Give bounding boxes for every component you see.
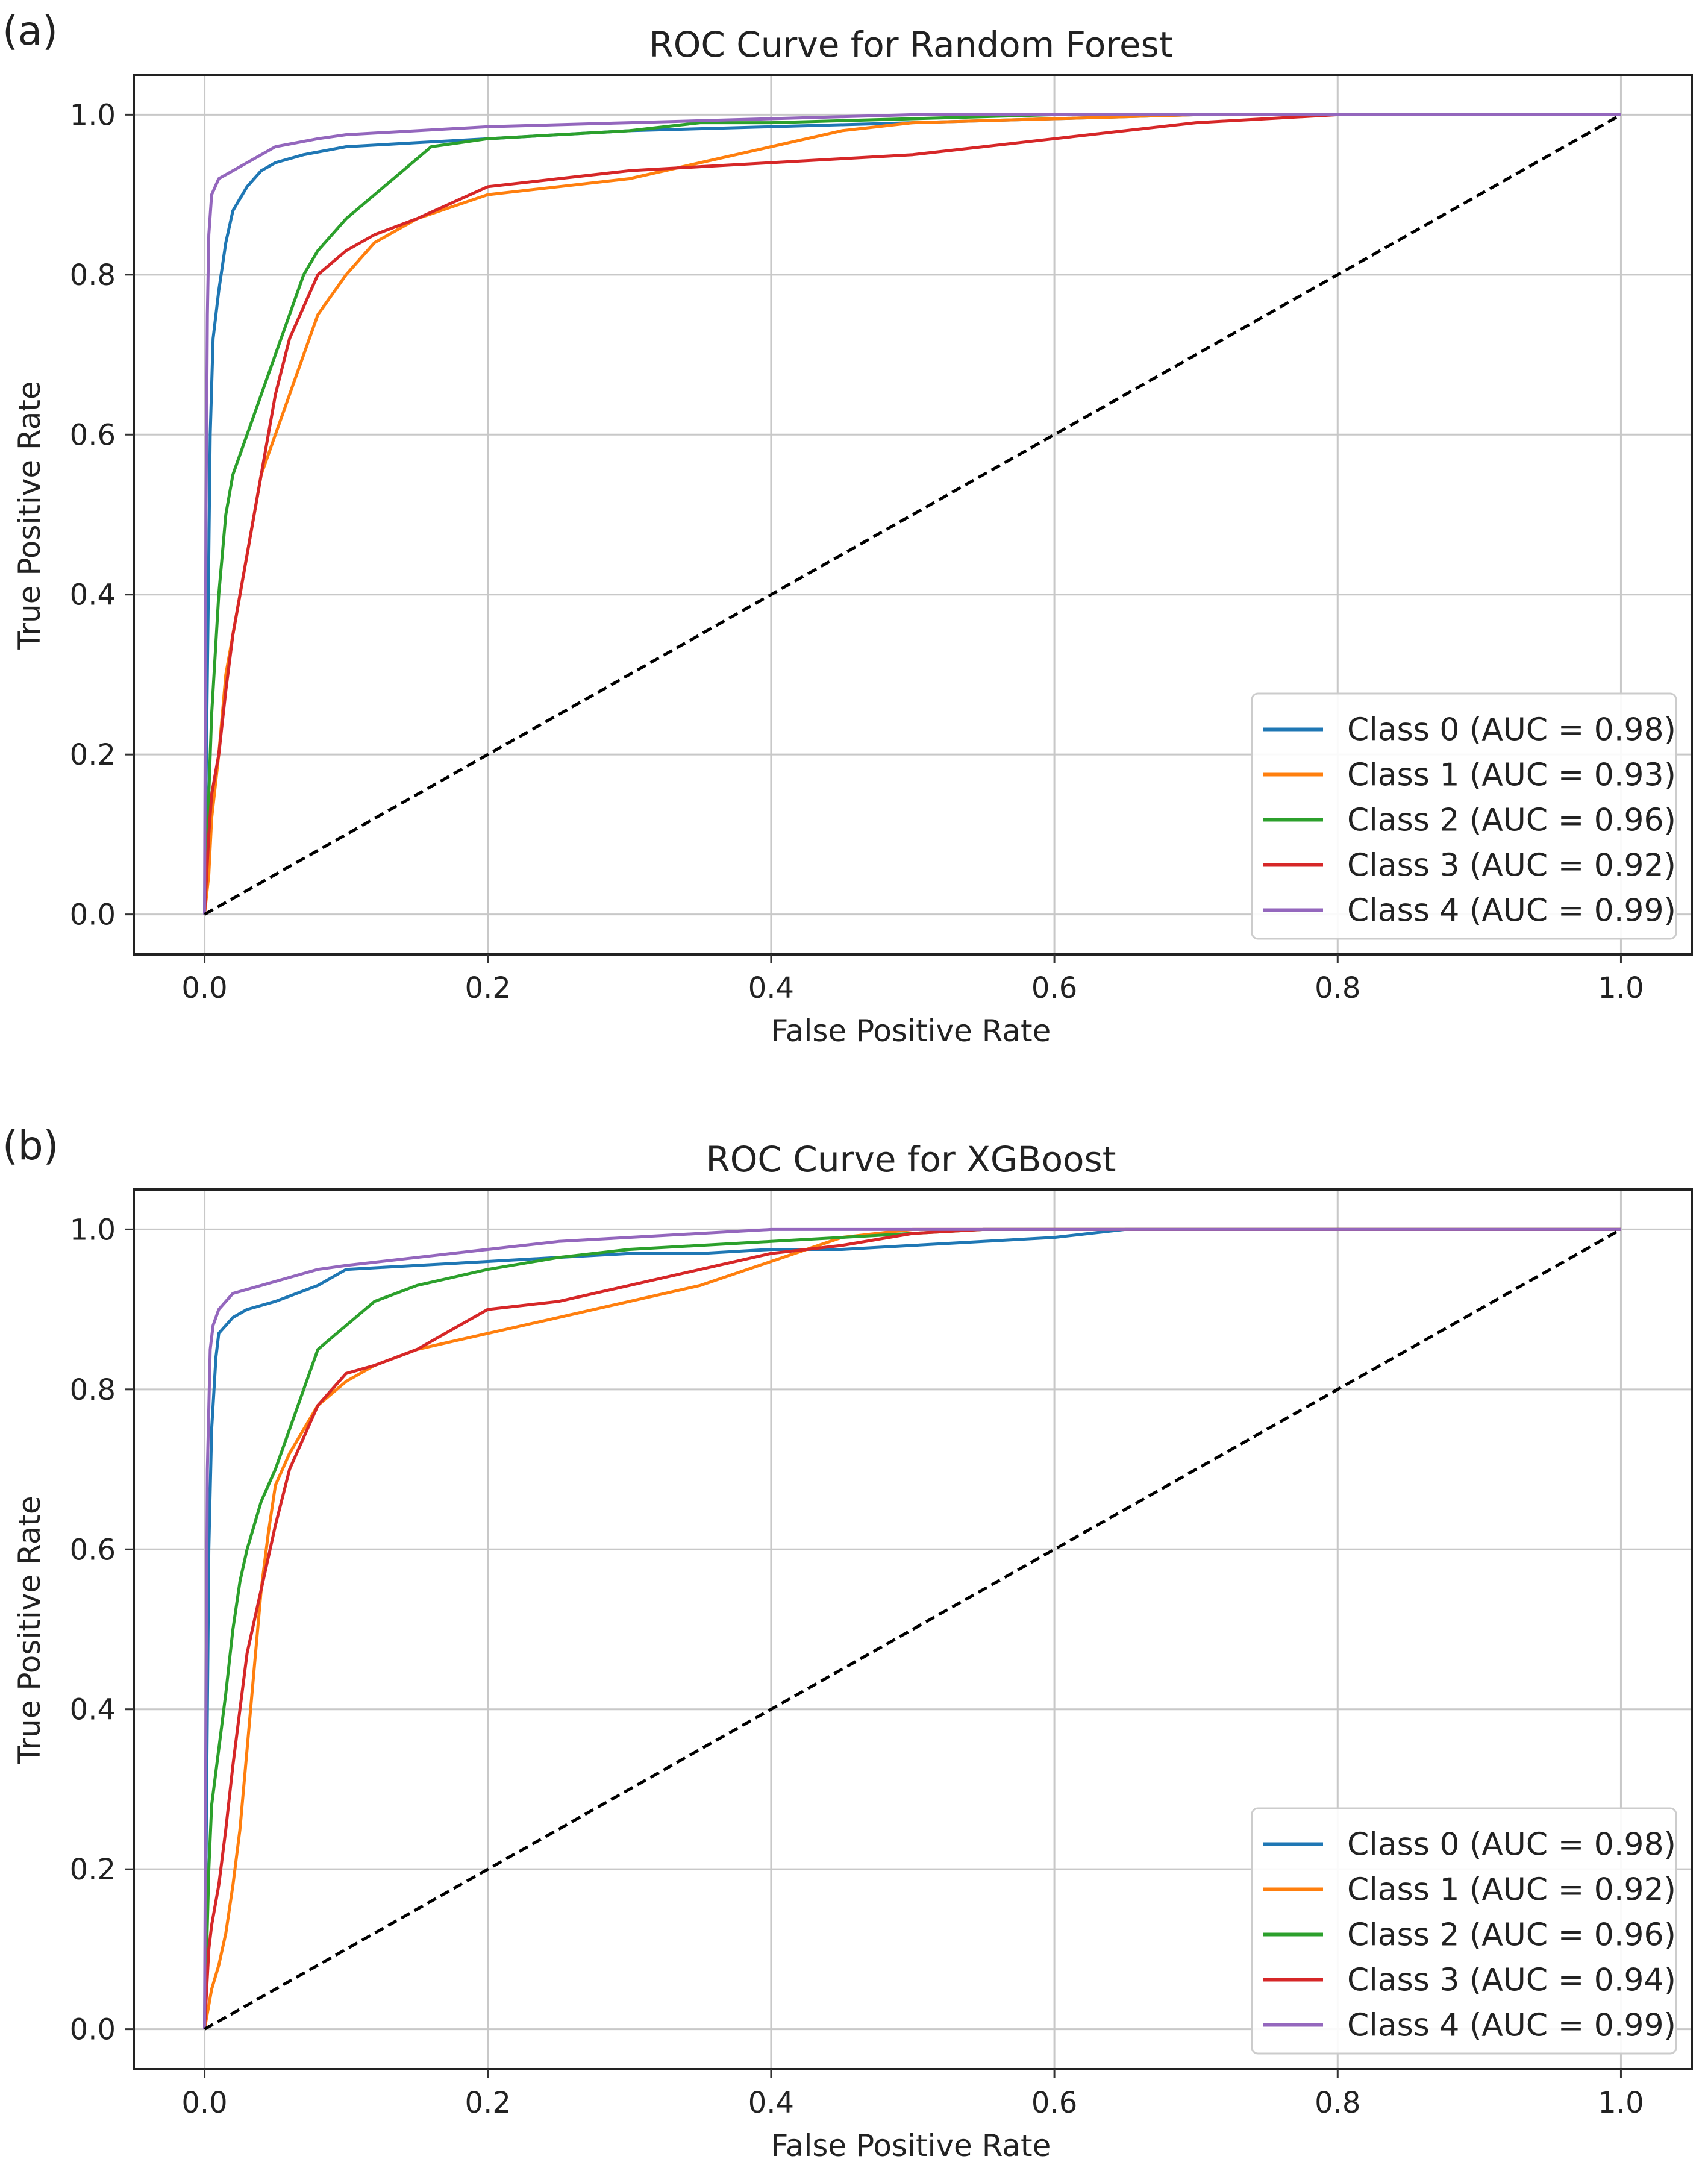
y-tick-label: 0.4 <box>70 578 116 612</box>
x-tick-label: 1.0 <box>1598 971 1644 1005</box>
legend: Class 0 (AUC = 0.98) Class 1 (AUC = 0.93)… <box>1251 692 1677 940</box>
x-axis-label: False Positive Rate <box>771 2128 1051 2163</box>
y-tick-label: 0.8 <box>70 258 116 292</box>
x-tick-label: 0.8 <box>1315 971 1360 1005</box>
y-tick-label: 0.6 <box>70 1533 116 1567</box>
x-tick-label: 0.6 <box>1031 2086 1077 2120</box>
x-axis-label: False Positive Rate <box>771 1014 1051 1048</box>
x-tick-label: 0.4 <box>748 2086 794 2120</box>
roc-series-line-class-0 <box>203 1227 1621 2029</box>
legend-label-class-1: Class 1 (AUC = 0.93) <box>1347 757 1676 794</box>
roc-series-line-class-1 <box>203 113 1621 915</box>
legend-box <box>1251 692 1677 940</box>
roc-series-line-class-4 <box>203 1227 1621 2029</box>
legend-label-class-4: Class 4 (AUC = 0.99) <box>1347 2008 1676 2044</box>
roc-series-line-class-1 <box>203 1227 1621 2030</box>
y-tick-label: 1.0 <box>70 98 116 132</box>
x-tick-label: 0.2 <box>465 971 511 1005</box>
roc-panel-xgboost: (b) ROC Curve for XGBoost 0.0 0.2 0.4 0.6 0.… <box>2 1123 1693 2163</box>
legend-label-class-4: Class 4 (AUC = 0.99) <box>1347 893 1676 929</box>
legend-label-class-2: Class 2 (AUC = 0.96) <box>1347 1917 1676 1953</box>
roc-series-line-class-2 <box>203 113 1621 915</box>
roc-series-line-class-3 <box>203 113 1621 915</box>
x-tick-label: 0.2 <box>465 2086 511 2120</box>
x-tick-label: 1.0 <box>1598 2086 1644 2120</box>
y-tick-label: 0.2 <box>70 738 116 772</box>
y-axis-label: True Positive Rate <box>12 1496 47 1764</box>
legend-label-class-2: Class 2 (AUC = 0.96) <box>1347 803 1676 839</box>
x-tick-label: 0.0 <box>181 971 227 1005</box>
roc-series-line-class-2 <box>203 1227 1621 2029</box>
panel-label: (a) <box>2 8 58 54</box>
y-tick-label: 0.2 <box>70 1853 116 1887</box>
legend-box <box>1251 1807 1677 2055</box>
x-tick-label: 0.8 <box>1315 2086 1360 2120</box>
chart-title: ROC Curve for XGBoost <box>705 1139 1116 1180</box>
roc-series-line-class-0 <box>203 113 1621 915</box>
legend-label-class-0: Class 0 (AUC = 0.98) <box>1347 1827 1676 1863</box>
plot-area-frame <box>133 1188 1693 2070</box>
y-tick-label: 1.0 <box>70 1213 116 1247</box>
y-tick-label: 0.8 <box>70 1373 116 1407</box>
y-tick-label: 0.4 <box>70 1693 116 1727</box>
y-tick-label: 0.6 <box>70 418 116 452</box>
legend-label-class-0: Class 0 (AUC = 0.98) <box>1347 712 1676 748</box>
x-tick-label: 0.0 <box>181 2086 227 2120</box>
legend: Class 0 (AUC = 0.98) Class 1 (AUC = 0.92)… <box>1251 1807 1677 2055</box>
x-tick-label: 0.4 <box>748 971 794 1005</box>
roc-panel-random-forest: (a) ROC Curve for Random Forest 0.0 0.2 0.… <box>2 8 1693 1048</box>
y-axis-label: True Positive Rate <box>12 381 47 650</box>
legend-label-class-3: Class 3 (AUC = 0.94) <box>1347 1963 1676 1999</box>
roc-series-line-class-4 <box>203 113 1621 915</box>
plot-area-frame <box>133 74 1693 956</box>
panel-label: (b) <box>2 1123 58 1169</box>
y-tick-label: 0.0 <box>70 898 116 932</box>
roc-series-line-class-3 <box>203 1227 1621 2029</box>
chart-title: ROC Curve for Random Forest <box>649 24 1172 65</box>
y-tick-label: 0.0 <box>70 2013 116 2047</box>
legend-label-class-1: Class 1 (AUC = 0.92) <box>1347 1872 1676 1908</box>
x-tick-label: 0.6 <box>1031 971 1077 1005</box>
legend-label-class-3: Class 3 (AUC = 0.92) <box>1347 848 1676 884</box>
